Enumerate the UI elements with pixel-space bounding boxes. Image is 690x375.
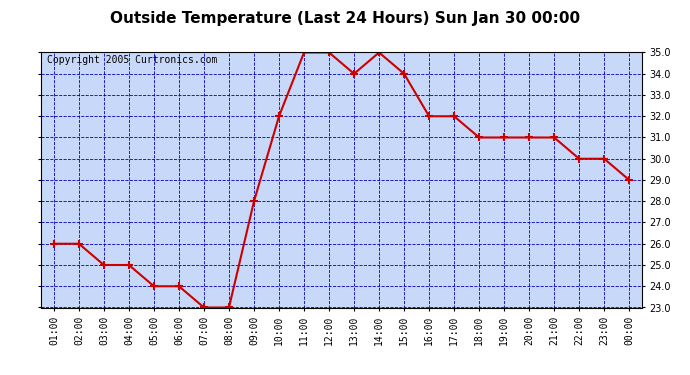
- Text: Outside Temperature (Last 24 Hours) Sun Jan 30 00:00: Outside Temperature (Last 24 Hours) Sun …: [110, 11, 580, 26]
- Text: Copyright 2005 Curtronics.com: Copyright 2005 Curtronics.com: [48, 55, 218, 65]
